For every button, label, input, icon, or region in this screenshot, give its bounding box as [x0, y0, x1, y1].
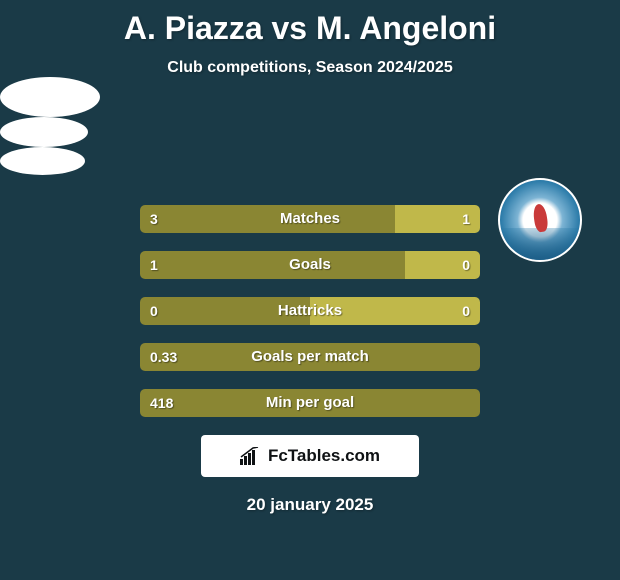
- stat-row: Min per goal418: [140, 389, 480, 417]
- stat-value-left: 3: [150, 205, 158, 233]
- stat-label: Matches: [140, 205, 480, 233]
- stat-value-right: 1: [462, 205, 470, 233]
- stat-value-left: 0: [150, 297, 158, 325]
- stats-bars: Matches31Goals10Hattricks00Goals per mat…: [140, 205, 480, 417]
- stat-row: Hattricks0 0: [140, 297, 480, 325]
- stat-value-left: 0.33: [150, 343, 177, 371]
- bar-chart-icon: [240, 447, 262, 465]
- stat-value-left: 1: [150, 251, 158, 279]
- page-title: A. Piazza vs M. Angeloni: [0, 0, 620, 47]
- brand-box: FcTables.com: [201, 435, 419, 477]
- brand-text: FcTables.com: [268, 446, 380, 466]
- player-left-avatar-1: [0, 77, 100, 117]
- player-right-avatar-1: [0, 147, 85, 175]
- stat-row: Matches3 1: [140, 205, 480, 233]
- stat-value-left: 418: [150, 389, 173, 417]
- stat-label: Hattricks: [140, 297, 480, 325]
- stat-label: Goals: [140, 251, 480, 279]
- stat-value-right: 0: [462, 251, 470, 279]
- date-label: 20 january 2025: [0, 495, 620, 515]
- stat-row: Goals per match0.33: [140, 343, 480, 371]
- player-left-avatar-2: [0, 117, 88, 147]
- stat-value-right: 0: [462, 297, 470, 325]
- subtitle: Club competitions, Season 2024/2025: [0, 59, 620, 77]
- player-right-club-badge: [498, 178, 582, 262]
- stat-row: Goals1 0: [140, 251, 480, 279]
- stat-label: Goals per match: [140, 343, 480, 371]
- stat-label: Min per goal: [140, 389, 480, 417]
